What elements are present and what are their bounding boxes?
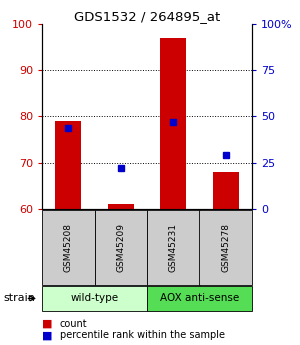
- Text: GSM45208: GSM45208: [64, 223, 73, 272]
- Text: percentile rank within the sample: percentile rank within the sample: [60, 331, 225, 340]
- Bar: [108, 204, 134, 209]
- Text: ■: ■: [42, 319, 52, 328]
- Bar: [55, 121, 81, 209]
- Bar: [160, 38, 186, 209]
- Text: GSM45209: GSM45209: [116, 223, 125, 272]
- Text: GSM45231: GSM45231: [169, 223, 178, 272]
- Text: count: count: [60, 319, 88, 328]
- Title: GDS1532 / 264895_at: GDS1532 / 264895_at: [74, 10, 220, 23]
- Bar: [213, 172, 239, 209]
- Text: GSM45278: GSM45278: [221, 223, 230, 272]
- Text: AOX anti-sense: AOX anti-sense: [160, 294, 239, 303]
- Text: wild-type: wild-type: [70, 294, 118, 303]
- Text: ■: ■: [42, 331, 52, 340]
- Text: strain: strain: [3, 294, 35, 303]
